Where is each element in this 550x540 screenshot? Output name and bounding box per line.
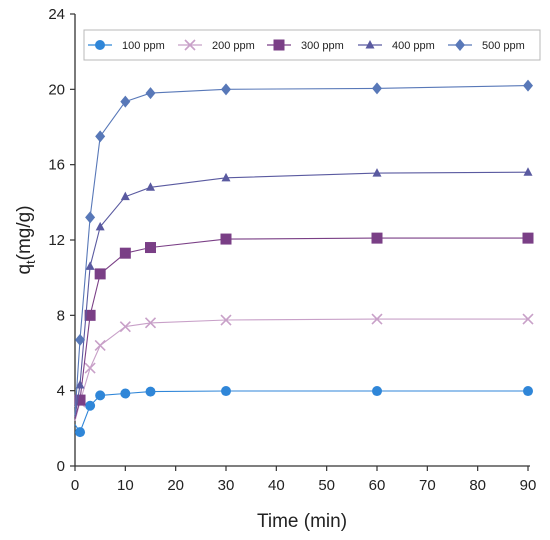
- data-point: [120, 388, 131, 399]
- data-point: [372, 386, 382, 397]
- legend-label: 500 ppm: [482, 40, 525, 52]
- data-point: [221, 172, 231, 182]
- series-line: [74, 318, 528, 421]
- x-tick-label: 80: [469, 477, 486, 494]
- data-point: [221, 386, 231, 397]
- data-point: [75, 333, 86, 346]
- legend: 100 ppm 200 ppm 300 ppm 400 ppm 500 ppm: [83, 29, 541, 61]
- x-tick-label: 30: [218, 477, 235, 494]
- series-4: [74, 79, 533, 416]
- legend-entry: 100 ppm: [88, 40, 165, 52]
- legend-marker: [273, 39, 285, 51]
- y-axis-title-main: q: [14, 264, 35, 275]
- x-tick-label: 10: [117, 477, 134, 494]
- legend-entry: 200 ppm: [178, 39, 255, 52]
- data-point: [119, 321, 131, 333]
- data-point: [85, 211, 96, 224]
- y-axis-title: qt(mg/g): [14, 205, 38, 274]
- data-point: [119, 247, 131, 259]
- y-tick-label: 8: [57, 307, 65, 324]
- data-point: [145, 242, 156, 254]
- data-point: [94, 339, 106, 352]
- data-point: [146, 182, 155, 191]
- y-tick-label: 24: [48, 6, 65, 23]
- data-point: [145, 386, 156, 397]
- legend-marker: [455, 39, 465, 51]
- data-point: [523, 167, 533, 176]
- y-tick-label: 4: [57, 383, 65, 400]
- series-3: [74, 167, 533, 418]
- legend-label: 100 ppm: [122, 40, 165, 52]
- legend-label: 400 ppm: [392, 40, 435, 52]
- x-tick-label: 60: [369, 477, 386, 494]
- legend-marker: [184, 39, 196, 51]
- legend-marker: [365, 40, 375, 49]
- data-point: [523, 79, 533, 92]
- y-tick-label: 0: [57, 458, 65, 475]
- data-point: [220, 233, 232, 245]
- data-point: [120, 191, 130, 201]
- data-point: [75, 380, 85, 389]
- legend-entry: 300 ppm: [267, 39, 344, 52]
- series-1: [74, 313, 534, 421]
- x-tick-label: 70: [419, 477, 436, 494]
- y-tick-label: 16: [48, 157, 65, 174]
- data-point: [74, 394, 86, 406]
- data-point: [95, 221, 105, 231]
- y-axis-title-unit: (mg/g): [14, 205, 35, 260]
- series-line: [74, 171, 529, 418]
- x-tick-label: 20: [167, 477, 184, 494]
- legend-label: 200 ppm: [212, 40, 255, 52]
- data-point: [75, 427, 86, 438]
- legend-label: 300 ppm: [301, 40, 344, 52]
- series-line: [74, 85, 529, 416]
- series-line: [74, 390, 528, 434]
- y-axis-title-sub: t: [23, 260, 38, 264]
- data-point: [94, 268, 106, 280]
- x-tick-label: 0: [71, 477, 79, 494]
- data-point: [144, 317, 157, 329]
- y-tick-label: 12: [48, 232, 65, 249]
- series-2: [74, 232, 534, 420]
- data-point: [371, 232, 383, 244]
- x-tick-label: 90: [520, 477, 537, 494]
- data-point: [95, 130, 106, 143]
- series-0: [74, 386, 533, 438]
- x-tick-label: 40: [268, 477, 285, 494]
- data-point: [523, 386, 533, 397]
- y-ticks: 0 4 8 12 16 20 24: [48, 6, 75, 475]
- y-tick-label: 20: [48, 81, 65, 98]
- x-axis-title: Time (min): [257, 511, 347, 532]
- data-point: [522, 313, 534, 325]
- x-tick-label: 50: [318, 477, 335, 494]
- data-point: [84, 309, 96, 321]
- legend-entry: 400 ppm: [358, 40, 435, 52]
- x-ticks: 0 10 20 30 40 50 60 70 80 90: [71, 466, 537, 494]
- legend-marker: [95, 40, 105, 50]
- data-point: [84, 362, 96, 374]
- data-point: [85, 261, 95, 270]
- data-point: [221, 83, 231, 96]
- series-layer: [74, 79, 534, 438]
- data-point: [522, 232, 534, 244]
- data-point: [371, 313, 383, 325]
- legend-entry: 500 ppm: [448, 39, 525, 52]
- data-point: [95, 390, 106, 401]
- data-point: [372, 82, 382, 95]
- data-point: [372, 168, 382, 177]
- data-point: [145, 87, 156, 100]
- data-point: [120, 95, 131, 108]
- data-point: [220, 314, 232, 326]
- data-point: [85, 400, 96, 411]
